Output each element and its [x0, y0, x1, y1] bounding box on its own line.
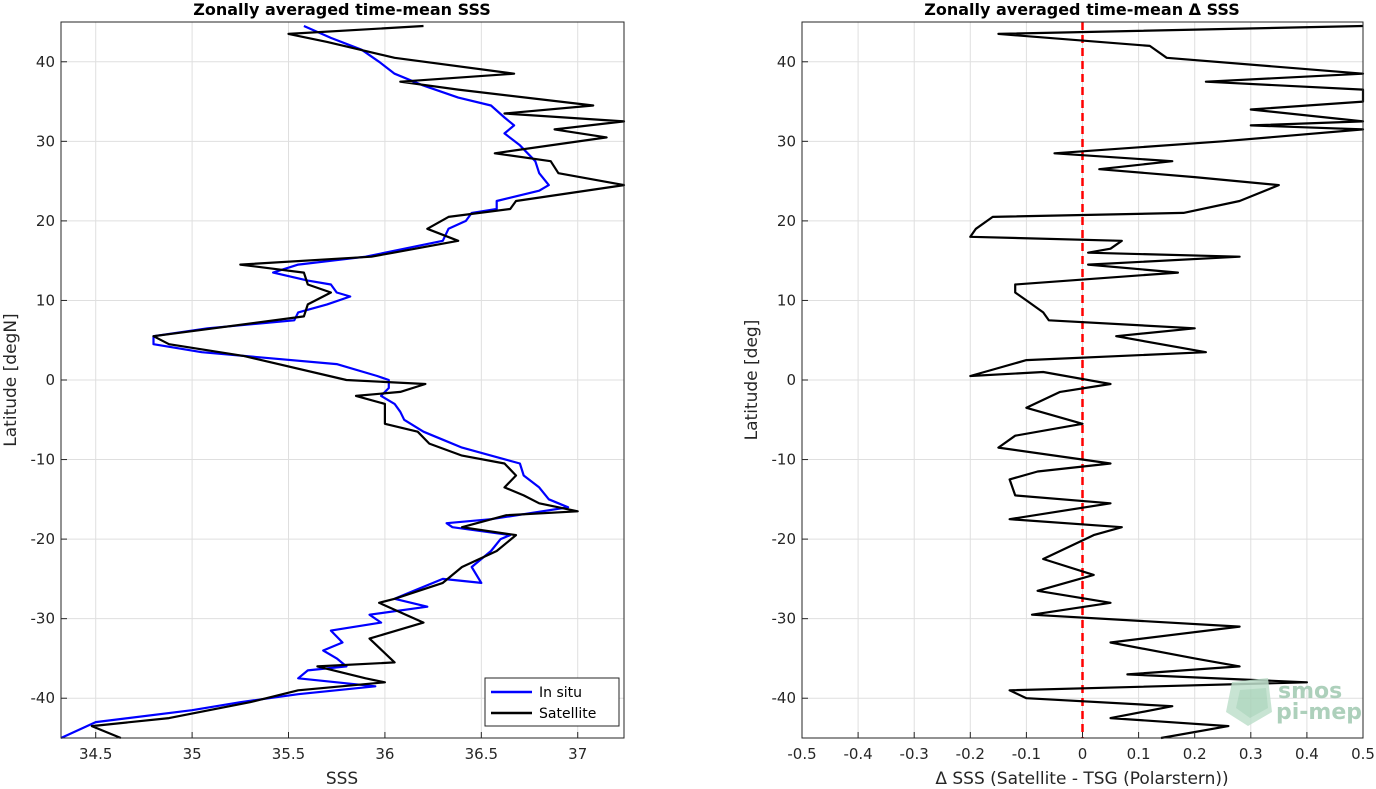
x-tick-label: -0.5	[787, 745, 816, 763]
y-tick-label: 30	[36, 132, 55, 150]
chart-title: Zonally averaged time-mean SSS	[193, 0, 491, 19]
x-tick-label: 0.4	[1295, 745, 1319, 763]
grid	[802, 22, 1363, 738]
y-tick-label: 10	[777, 291, 796, 309]
x-tick-label: 34.5	[79, 745, 112, 763]
y-tick-label: -10	[31, 451, 56, 469]
y-tick-label: 30	[777, 132, 796, 150]
x-tick-label: 37	[568, 745, 587, 763]
y-tick-label: 40	[36, 53, 55, 71]
logo-mark-shade	[1236, 688, 1268, 718]
x-tick-label: 36	[375, 745, 394, 763]
x-tick-label: 0.3	[1239, 745, 1263, 763]
chart-title: Zonally averaged time-mean Δ SSS	[924, 0, 1240, 19]
y-tick-label: -40	[772, 689, 797, 707]
y-tick-label: 0	[45, 371, 55, 389]
y-tick-label: 20	[36, 212, 55, 230]
x-tick-label: -0.2	[956, 745, 985, 763]
series-group	[60, 24, 626, 740]
y-tick-label: 20	[777, 212, 796, 230]
y-tick-label: 10	[36, 291, 55, 309]
x-axis-label: Δ SSS (Satellite - TSG (Polarstern))	[935, 769, 1228, 789]
x-tick-label: 35	[183, 745, 202, 763]
ticks: -0.5 -0.4 -0.3 -0.2 -0.1 0 0.1 0.2 0.3 0.4 0.5 40 30…	[772, 53, 1375, 763]
y-tick-label: -30	[772, 610, 797, 628]
y-axis-label: Latitude [deg]	[742, 320, 762, 441]
legend: In situ Satellite	[484, 677, 620, 727]
y-axis-label: Latitude [degN]	[1, 313, 21, 446]
series-group	[969, 24, 1365, 740]
series-line-in-situ	[60, 24, 570, 740]
y-tick-label: -30	[31, 610, 56, 628]
y-tick-label: -20	[772, 530, 797, 548]
logo-text-smos: smos	[1278, 679, 1342, 704]
x-axis-label: SSS	[326, 769, 358, 789]
x-tick-label: -0.1	[1012, 745, 1041, 763]
y-tick-label: -20	[31, 530, 56, 548]
x-tick-label: 0.1	[1127, 745, 1151, 763]
x-tick-label: -0.4	[843, 745, 872, 763]
series-line-delta	[969, 24, 1365, 740]
y-tick-label: 0	[786, 371, 796, 389]
logo-text-pi-mep: pi-mep	[1276, 700, 1362, 725]
ticks: 34.5 35 35.5 36 36.5 37 40 30 20 10 0 -10 -20 -30 -40	[31, 53, 588, 763]
y-tick-label: -10	[772, 451, 797, 469]
x-tick-label: 35.5	[272, 745, 305, 763]
sss-chart: 34.5 35 35.5 36 36.5 37403020100-10-20-30-40 …	[1, 0, 626, 789]
x-tick-label: -0.3	[900, 745, 929, 763]
x-tick-label: 36.5	[465, 745, 498, 763]
x-tick-label: 0	[1078, 745, 1088, 763]
x-tick-label: 0.2	[1183, 745, 1207, 763]
legend-box	[484, 677, 620, 727]
y-tick-label: -40	[31, 689, 56, 707]
legend-label-in-situ: In situ	[539, 685, 582, 701]
y-tick-label: 40	[777, 53, 796, 71]
smos-pi-mep-logo: smos pi-mep	[1226, 678, 1362, 726]
legend-label-satellite: Satellite	[539, 706, 596, 722]
x-tick-label: 0.5	[1351, 745, 1375, 763]
delta-sss-chart: -0.5 -0.4 -0.3 -0.2 -0.1 0 0.1 0.2 0.3 0.4 0.5 40 30…	[742, 0, 1375, 789]
series-line-satellite	[90, 24, 626, 740]
